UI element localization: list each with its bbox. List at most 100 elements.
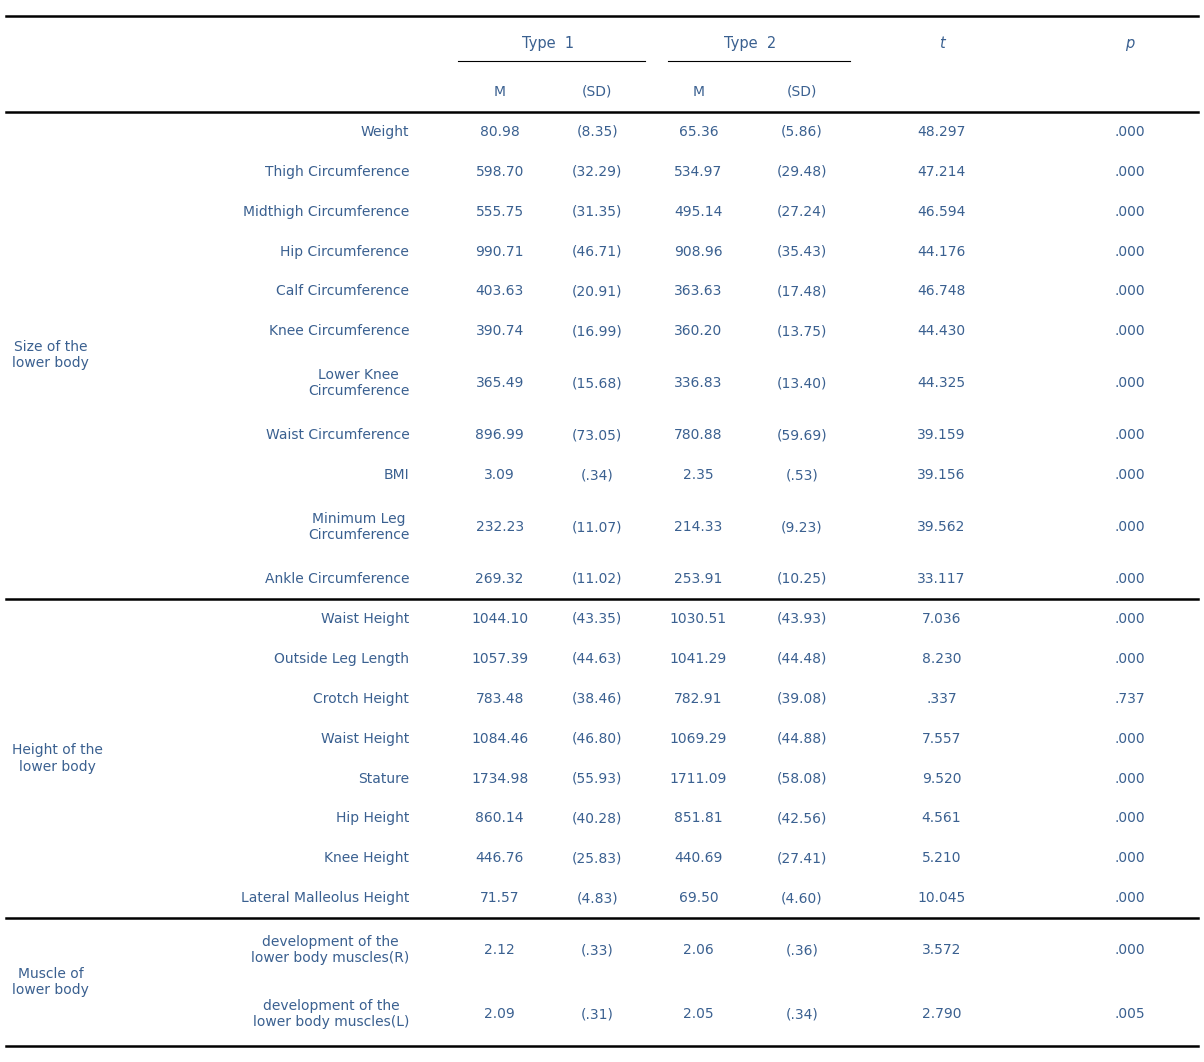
- Text: (20.91): (20.91): [572, 285, 622, 298]
- Text: M: M: [494, 85, 506, 99]
- Text: p: p: [1125, 36, 1134, 51]
- Text: (44.63): (44.63): [572, 652, 622, 666]
- Text: (.34): (.34): [580, 468, 614, 482]
- Text: Muscle of
lower body: Muscle of lower body: [12, 967, 89, 997]
- Text: (46.80): (46.80): [572, 732, 622, 746]
- Text: (.31): (.31): [580, 1007, 614, 1022]
- Text: (11.02): (11.02): [572, 572, 622, 586]
- Text: 33.117: 33.117: [917, 572, 966, 586]
- Text: 2.09: 2.09: [484, 1007, 515, 1022]
- Text: 860.14: 860.14: [476, 811, 524, 825]
- Text: Midthigh Circumference: Midthigh Circumference: [243, 205, 409, 219]
- Text: (10.25): (10.25): [777, 572, 827, 586]
- Text: (8.35): (8.35): [577, 124, 618, 139]
- Text: .000: .000: [1114, 520, 1145, 534]
- Text: 69.50: 69.50: [679, 891, 718, 905]
- Text: Waist Height: Waist Height: [321, 732, 409, 746]
- Text: 2.790: 2.790: [922, 1007, 961, 1022]
- Text: 10.045: 10.045: [917, 891, 966, 905]
- Text: 1030.51: 1030.51: [669, 612, 727, 626]
- Text: (44.88): (44.88): [777, 732, 827, 746]
- Text: .000: .000: [1114, 468, 1145, 482]
- Text: 269.32: 269.32: [476, 572, 524, 586]
- Text: (39.08): (39.08): [777, 691, 827, 705]
- Text: .000: .000: [1114, 572, 1145, 586]
- Text: .000: .000: [1114, 324, 1145, 339]
- Text: (13.75): (13.75): [777, 324, 827, 339]
- Text: 2.05: 2.05: [683, 1007, 714, 1022]
- Text: 363.63: 363.63: [674, 285, 722, 298]
- Text: Stature: Stature: [359, 772, 409, 786]
- Text: (43.35): (43.35): [572, 612, 622, 626]
- Text: 44.430: 44.430: [917, 324, 966, 339]
- Text: Thigh Circumference: Thigh Circumference: [265, 165, 409, 178]
- Text: 3.09: 3.09: [484, 468, 515, 482]
- Text: .000: .000: [1114, 732, 1145, 746]
- Text: (.34): (.34): [785, 1007, 819, 1022]
- Text: (29.48): (29.48): [777, 165, 827, 178]
- Text: .737: .737: [1114, 691, 1145, 705]
- Text: .000: .000: [1114, 891, 1145, 905]
- Text: 896.99: 896.99: [476, 428, 524, 442]
- Text: Lateral Malleolus Height: Lateral Malleolus Height: [241, 891, 409, 905]
- Text: 1069.29: 1069.29: [669, 732, 727, 746]
- Text: 555.75: 555.75: [476, 205, 524, 219]
- Text: .005: .005: [1114, 1007, 1145, 1022]
- Text: .000: .000: [1114, 652, 1145, 666]
- Text: .000: .000: [1114, 376, 1145, 390]
- Text: (43.93): (43.93): [777, 612, 827, 626]
- Text: .000: .000: [1114, 772, 1145, 786]
- Text: Lower Knee
Circumference: Lower Knee Circumference: [308, 369, 409, 398]
- Text: .000: .000: [1114, 285, 1145, 298]
- Text: 4.561: 4.561: [922, 811, 961, 825]
- Text: Ankle Circumference: Ankle Circumference: [265, 572, 409, 586]
- Text: 2.06: 2.06: [683, 943, 714, 957]
- Text: 44.176: 44.176: [917, 244, 966, 258]
- Text: 446.76: 446.76: [476, 852, 524, 866]
- Text: .337: .337: [926, 691, 957, 705]
- Text: 253.91: 253.91: [674, 572, 722, 586]
- Text: 360.20: 360.20: [674, 324, 722, 339]
- Text: 782.91: 782.91: [674, 691, 722, 705]
- Text: Size of the
lower body: Size of the lower body: [12, 340, 89, 371]
- Text: 71.57: 71.57: [480, 891, 519, 905]
- Text: (42.56): (42.56): [777, 811, 827, 825]
- Text: Type  1: Type 1: [523, 36, 574, 51]
- Text: (.53): (.53): [785, 468, 819, 482]
- Text: .000: .000: [1114, 943, 1145, 957]
- Text: development of the
lower body muscles(R): development of the lower body muscles(R): [252, 936, 409, 965]
- Text: 908.96: 908.96: [674, 244, 722, 258]
- Text: .000: .000: [1114, 428, 1145, 442]
- Text: (SD): (SD): [582, 85, 613, 99]
- Text: (.36): (.36): [785, 943, 819, 957]
- Text: (16.99): (16.99): [572, 324, 622, 339]
- Text: 1041.29: 1041.29: [669, 652, 727, 666]
- Text: 9.520: 9.520: [922, 772, 961, 786]
- Text: 44.325: 44.325: [917, 376, 966, 390]
- Text: (4.60): (4.60): [781, 891, 822, 905]
- Text: 440.69: 440.69: [674, 852, 722, 866]
- Text: .000: .000: [1114, 124, 1145, 139]
- Text: .000: .000: [1114, 244, 1145, 258]
- Text: .000: .000: [1114, 612, 1145, 626]
- Text: .000: .000: [1114, 852, 1145, 866]
- Text: M: M: [692, 85, 704, 99]
- Text: Minimum Leg
Circumference: Minimum Leg Circumference: [308, 512, 409, 542]
- Text: Calf Circumference: Calf Circumference: [277, 285, 409, 298]
- Text: (SD): (SD): [786, 85, 818, 99]
- Text: 2.35: 2.35: [683, 468, 714, 482]
- Text: (58.08): (58.08): [777, 772, 827, 786]
- Text: 783.48: 783.48: [476, 691, 524, 705]
- Text: 780.88: 780.88: [674, 428, 722, 442]
- Text: 39.156: 39.156: [917, 468, 966, 482]
- Text: 598.70: 598.70: [476, 165, 524, 178]
- Text: (13.40): (13.40): [777, 376, 827, 390]
- Text: Waist Height: Waist Height: [321, 612, 409, 626]
- Text: Knee Height: Knee Height: [324, 852, 409, 866]
- Text: (11.07): (11.07): [572, 520, 622, 534]
- Text: development of the
lower body muscles(L): development of the lower body muscles(L): [253, 999, 409, 1029]
- Text: BMI: BMI: [384, 468, 409, 482]
- Text: 5.210: 5.210: [922, 852, 961, 866]
- Text: (73.05): (73.05): [572, 428, 622, 442]
- Text: (27.41): (27.41): [777, 852, 827, 866]
